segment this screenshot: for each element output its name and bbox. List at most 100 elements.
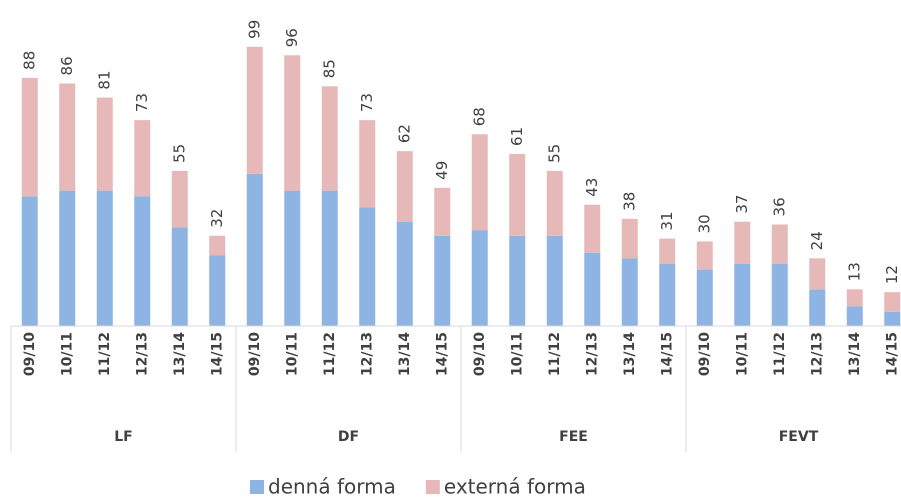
data-label: 32 [208,209,226,228]
group-label: DF [338,429,359,445]
bar-segment [734,263,751,326]
bar-segment [734,221,751,264]
data-label: 88 [20,51,38,70]
data-label: 85 [320,59,338,78]
bar-segment [584,204,601,253]
data-label: 73 [358,93,376,112]
bar-segment [396,151,413,222]
bar-segment [659,238,676,264]
data-label: 73 [133,93,151,112]
bar-segment [96,97,113,191]
x-tick-label: 10/11 [284,332,300,376]
data-label: 99 [245,20,263,39]
legend-swatch [250,480,264,494]
bar-segment [209,255,226,326]
bar-segment [171,170,188,228]
x-tick-label: 12/13 [809,332,825,376]
bar-segment [584,252,601,326]
bar-segment [621,218,638,259]
x-tick-label: 12/13 [359,332,375,376]
group-label: LF [114,429,132,445]
bar-segment [59,190,76,326]
bar-segment [884,292,901,312]
x-tick-label: 12/13 [134,332,150,376]
bar-segment [321,86,338,191]
x-tick-label: 13/14 [847,332,863,376]
bar-segment [321,190,338,326]
bar-segment [471,230,488,326]
data-label: 55 [170,144,188,163]
data-label: 49 [433,161,451,180]
x-tick-label: 09/10 [22,332,38,376]
bar-segment [771,224,788,264]
bar-segment [134,196,151,326]
bar-segment [134,120,151,197]
bar-segment [621,258,638,326]
x-tick-label: 11/12 [97,332,113,376]
data-label: 13 [845,262,863,281]
bar-segment [509,153,526,236]
group-label: FEE [559,429,588,445]
bar-segment [809,289,826,326]
data-label: 12 [883,265,901,284]
data-label: 55 [545,144,563,163]
data-label: 86 [58,56,76,75]
x-tick-label: 09/10 [697,332,713,376]
x-tick-label: 14/15 [659,332,675,376]
x-tick-label: 09/10 [472,332,488,376]
x-tick-label: 14/15 [209,332,225,376]
bar-segment [696,241,713,270]
legend-label: externá forma [444,475,586,499]
x-tick-label: 14/15 [884,332,900,376]
x-tick-label: 12/13 [584,332,600,376]
data-label: 96 [283,28,301,47]
data-label: 24 [808,231,826,250]
bar-segment [884,311,901,326]
bar-segment [396,221,413,326]
x-tick-label: 13/14 [172,332,188,376]
x-tick-label: 09/10 [247,332,263,376]
bar-segment [171,227,188,326]
data-label: 36 [770,197,788,216]
bar-segment [809,258,826,290]
bar-segment [59,83,76,191]
data-label: 68 [470,107,488,126]
bar-segment [209,235,226,256]
x-tick-label: 13/14 [397,332,413,376]
bar-segment [471,134,488,231]
x-tick-label: 11/12 [772,332,788,376]
x-tick-label: 11/12 [547,332,563,376]
bar-segment [696,269,713,326]
data-label: 43 [583,178,601,197]
bar-segment [21,196,38,326]
bar-segment [846,289,863,307]
group-label: FEVT [779,429,819,445]
x-tick-label: 13/14 [622,332,638,376]
x-tick-label: 11/12 [322,332,338,376]
bar-segment [846,306,863,326]
bar-segment [96,190,113,326]
data-label: 38 [620,192,638,211]
legend-swatch [425,480,440,494]
x-tick-label: 10/11 [59,332,75,376]
data-label: 61 [508,127,526,146]
bar-segment [509,235,526,326]
data-label: 37 [733,195,751,214]
bar-segment [659,263,676,326]
x-tick-label: 10/11 [734,332,750,376]
legend-label: denná forma [268,475,396,499]
data-label: 30 [695,214,713,233]
bar-segment [284,190,301,326]
bar-segment [546,170,563,236]
bar-segment [434,235,451,326]
data-label: 62 [395,124,413,143]
bar-segment [434,187,451,236]
x-tick-label: 10/11 [509,332,525,376]
data-label: 81 [95,70,113,89]
x-tick-label: 14/15 [434,332,450,376]
bar-segment [359,120,376,208]
data-label: 31 [658,211,676,230]
bar-segment [246,173,263,326]
bar-segment [546,235,563,326]
